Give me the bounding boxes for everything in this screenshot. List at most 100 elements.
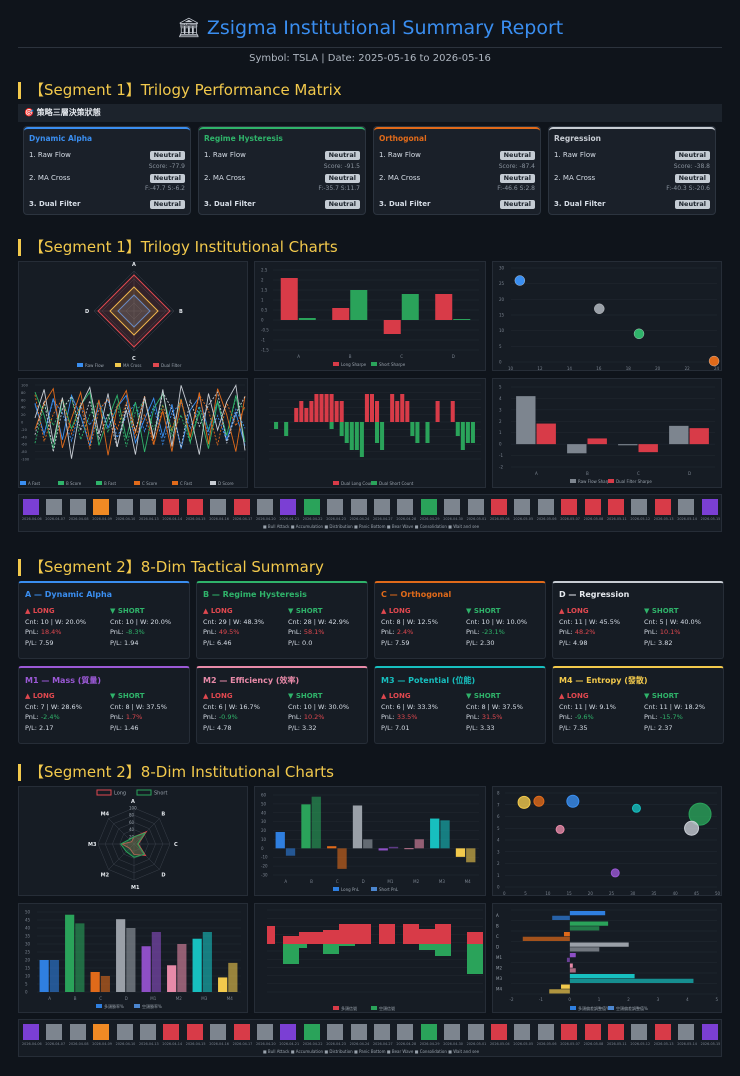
tactical-direction: ▲ LONG <box>381 607 411 615</box>
legend-label: Long PnL <box>341 887 360 892</box>
regime-cell <box>303 499 320 515</box>
legend-swatch <box>210 481 216 485</box>
axis-tick: 10 <box>25 974 31 979</box>
tactical-pnl: PnL: 48.2% <box>559 627 639 638</box>
regime-date: 2026-05-12 <box>630 517 651 521</box>
status-badge: Neutral <box>674 174 710 183</box>
regime-date: 2026-05-14 <box>677 1042 697 1046</box>
tactical-count: Cnt: 10 | W: 20.0% <box>110 617 172 626</box>
bar <box>466 848 476 863</box>
regime-cell <box>678 499 695 515</box>
bar <box>403 924 411 944</box>
axis-tick: 3 <box>497 849 500 854</box>
regime-cell <box>23 1024 39 1040</box>
pnl-label: PnL: <box>559 713 575 721</box>
status-badge: Neutral <box>499 174 535 183</box>
axis-tick: 40 <box>25 926 31 931</box>
regime-cell <box>280 499 297 515</box>
matrix-card-title: Regression <box>549 127 715 149</box>
radar-axis-label: A <box>132 262 136 268</box>
bubble-point <box>555 824 565 834</box>
bar <box>567 444 587 454</box>
legend-label: Short PnL <box>379 887 399 892</box>
radar-series-0 <box>117 294 151 328</box>
matrix-header: 🎯 策略三層決策狀態 <box>18 104 722 122</box>
axis-tick: -0.5 <box>261 328 269 333</box>
axis-tick: -80 <box>21 450 28 454</box>
tactical-pf: P/L: 3.33 <box>466 723 495 732</box>
legend-swatch <box>96 789 112 796</box>
regime-cell <box>350 1024 367 1040</box>
regime-date: 2026-04-30 <box>443 517 463 521</box>
axis-tick: 24 <box>714 366 720 371</box>
axis-tick: A <box>297 354 300 359</box>
scatter-point <box>594 303 605 314</box>
bubble-point <box>688 802 712 826</box>
win-rate-bar-chart: 0 5 10 15 20 25 30 35 40 45 50 A B C D M1 M2 M3 M4 多頭勝率% 空頭勝… <box>18 903 248 1013</box>
bar <box>375 401 380 422</box>
radar-axis-label: M2 <box>101 872 110 878</box>
regime-date: 2026-04-07 <box>45 517 66 521</box>
bar <box>379 924 387 944</box>
bar <box>298 318 316 320</box>
bar <box>331 944 339 954</box>
bar <box>522 936 570 941</box>
matrix-row-label: 1. Raw Flow <box>29 151 71 159</box>
regime-date: 2026-05-05 <box>513 1042 534 1046</box>
regime-cell <box>701 499 718 515</box>
regime-date: 2026-04-28 <box>396 517 417 521</box>
axis-tick: M1 <box>150 996 156 1001</box>
legend-label: A Fast <box>28 481 40 486</box>
bar <box>323 930 331 944</box>
tactical-count: Cnt: 11 | W: 45.5% <box>559 617 621 626</box>
regime-cell <box>467 1024 484 1040</box>
matrix-fs: F:-47.7 S:-6.2 <box>145 185 185 192</box>
regime-date: 2026-05-11 <box>607 517 627 521</box>
regime-cell <box>140 499 156 515</box>
axis-tick: 15 <box>499 313 505 318</box>
radar-axis-label: D <box>161 872 165 878</box>
regime-date: 2026-04-17 <box>232 517 253 521</box>
legend-swatch <box>570 479 576 483</box>
axis-tick: -20 <box>21 428 28 432</box>
pnl-label: PnL: <box>559 628 575 636</box>
axis-tick: B <box>74 996 77 1001</box>
bar <box>549 989 570 994</box>
regime-date: 2026-04-10 <box>115 1042 136 1046</box>
legend-swatch <box>371 362 377 366</box>
pnl-label: PnL: <box>25 713 41 721</box>
legend-swatch <box>153 363 159 367</box>
axis-tick: 0 <box>261 846 264 851</box>
score-line-0 <box>34 393 246 449</box>
radar-series-1 <box>119 832 147 858</box>
regime-date: 2026-05-06 <box>536 1042 557 1046</box>
axis-tick: D <box>125 996 128 1001</box>
bar <box>411 924 419 944</box>
bar <box>369 394 374 422</box>
tactical-pf: P/L: 0.0 <box>288 638 313 647</box>
tactical-long-column: ▲ LONG Cnt: 11 | W: 9.1% PnL: -9.6% P/L: 7.… <box>559 691 639 733</box>
tactical-card-title: M2 — Efficiency (效率) <box>203 676 300 685</box>
axis-tick: -1 <box>261 338 265 343</box>
bar <box>364 394 369 422</box>
axis-tick: A <box>496 913 499 918</box>
legend-swatch <box>115 363 121 367</box>
status-badge: Neutral <box>324 151 360 160</box>
bar <box>380 422 385 450</box>
axis-tick: 15 <box>25 966 31 971</box>
bar <box>475 944 483 974</box>
bar <box>465 422 470 443</box>
axis-tick: -20 <box>261 864 268 869</box>
regime-cell <box>93 499 110 515</box>
axis-tick: 35 <box>651 891 657 896</box>
bar <box>410 422 415 436</box>
bar <box>49 960 59 992</box>
matrix-fs: F:-46.6 S:2.8 <box>497 185 535 192</box>
axis-tick: 10 <box>261 837 267 842</box>
regime-date: 2026-04-16 <box>209 1042 229 1046</box>
axis-tick: 0 <box>497 885 500 890</box>
bar <box>415 422 420 443</box>
bar <box>563 932 570 937</box>
regime-cell <box>327 499 344 515</box>
